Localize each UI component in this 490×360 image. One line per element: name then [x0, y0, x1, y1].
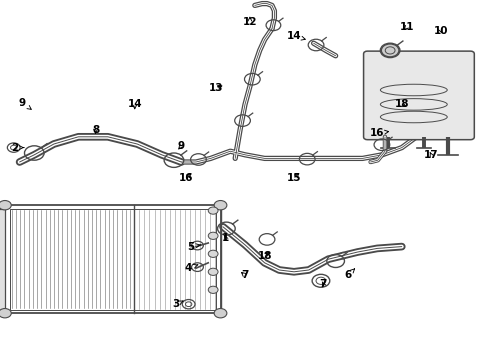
Bar [5, 205, 220, 313]
Text: 18: 18 [394, 99, 409, 109]
Circle shape [208, 232, 218, 239]
Circle shape [208, 286, 218, 293]
FancyBboxPatch shape [364, 51, 474, 140]
Text: 1: 1 [222, 233, 229, 243]
Circle shape [381, 44, 399, 57]
Text: 17: 17 [424, 150, 439, 160]
Circle shape [214, 309, 227, 318]
Circle shape [0, 309, 11, 318]
Text: 4: 4 [185, 263, 198, 273]
Text: 15: 15 [287, 173, 301, 183]
Text: 13: 13 [208, 83, 223, 93]
Text: 7: 7 [319, 279, 327, 289]
Text: 6: 6 [344, 269, 355, 280]
Text: 3: 3 [173, 299, 183, 309]
Text: 11: 11 [399, 22, 414, 32]
Text: 7: 7 [241, 270, 249, 280]
Bar [10, 209, 216, 310]
Circle shape [208, 250, 218, 257]
Text: 14: 14 [287, 31, 305, 41]
Circle shape [0, 201, 11, 210]
Text: 16: 16 [179, 173, 194, 183]
Text: 8: 8 [92, 125, 99, 135]
Circle shape [208, 207, 218, 214]
Text: 14: 14 [127, 99, 142, 109]
Circle shape [214, 201, 227, 210]
Text: 16: 16 [370, 128, 389, 138]
Text: 2: 2 [11, 143, 24, 153]
Bar [0, 209, 5, 310]
Text: 12: 12 [243, 17, 257, 27]
Text: 9: 9 [178, 141, 185, 151]
Text: 9: 9 [19, 98, 31, 109]
Circle shape [208, 268, 218, 275]
Text: 5: 5 [188, 242, 200, 252]
Text: 10: 10 [434, 26, 448, 36]
Text: 18: 18 [257, 251, 272, 261]
